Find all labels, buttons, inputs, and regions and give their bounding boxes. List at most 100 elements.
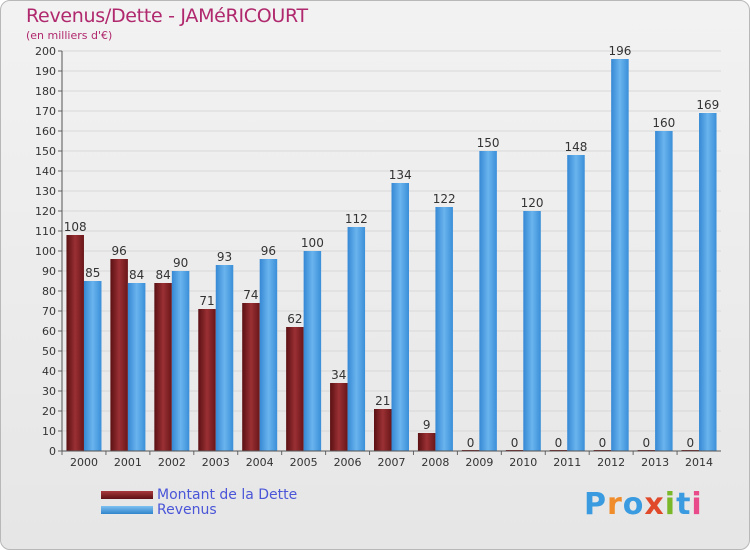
x-tick-label: 2014	[685, 456, 713, 469]
logo-letter: t	[676, 487, 692, 522]
bar-dette	[198, 309, 216, 451]
bar-revenus	[655, 131, 673, 451]
logo-letter: r	[607, 487, 623, 522]
y-tick-label: 190	[35, 65, 56, 78]
data-label-revenus: 134	[389, 168, 412, 182]
bar-revenus	[259, 259, 278, 451]
y-tick-label: 60	[42, 325, 56, 338]
data-label-dette: 0	[467, 436, 475, 450]
y-tick-label: 90	[42, 265, 56, 278]
bar-dette	[374, 409, 392, 451]
y-tick-label: 0	[49, 445, 56, 458]
y-tick-label: 120	[35, 205, 56, 218]
data-label-revenus: 160	[652, 116, 675, 130]
y-tick-label: 10	[42, 425, 56, 438]
y-tick-label: 70	[42, 305, 56, 318]
y-tick-label: 30	[42, 385, 56, 398]
data-label-dette: 0	[686, 436, 694, 450]
bar-revenus	[303, 251, 322, 451]
data-label-revenus: 112	[345, 212, 368, 226]
data-label-revenus: 96	[261, 244, 276, 258]
data-label-dette: 0	[599, 436, 607, 450]
x-tick-label: 2010	[509, 456, 537, 469]
bar-revenus	[523, 211, 541, 451]
bar-revenus	[127, 283, 146, 451]
data-label-dette: 96	[112, 244, 127, 258]
x-tick-label: 2003	[202, 456, 230, 469]
data-label-revenus: 85	[85, 266, 100, 280]
data-label-revenus: 100	[301, 236, 324, 250]
data-label-dette: 62	[287, 312, 302, 326]
data-label-dette: 84	[155, 268, 170, 282]
legend-label-dette: Montant de la Dette	[157, 487, 298, 503]
data-label-revenus: 90	[173, 256, 188, 270]
bar-revenus	[83, 281, 102, 451]
bar-revenus	[567, 155, 585, 451]
data-label-revenus: 120	[521, 196, 544, 210]
chart-title: Revenus/Dette - JAMéRICOURT	[26, 5, 308, 27]
bar-revenus	[479, 151, 497, 451]
data-label-dette: 0	[555, 436, 563, 450]
bar-revenus	[699, 113, 717, 451]
bar-dette	[242, 303, 260, 451]
legend-item-dette: Montant de la Dette	[101, 487, 297, 503]
legend-swatch-revenus	[101, 506, 153, 514]
y-tick-label: 130	[35, 185, 56, 198]
x-tick-label: 2005	[290, 456, 318, 469]
data-label-dette: 21	[375, 394, 390, 408]
x-axis-ticks: 2000 2001 2002 2003 2004 2005 2006 2007 2008 2009…	[61, 451, 713, 469]
y-tick-label: 170	[35, 105, 56, 118]
y-tick-label: 40	[42, 365, 56, 378]
data-label-dette: 0	[643, 436, 651, 450]
bar-dette	[110, 259, 128, 451]
bar-revenus	[171, 271, 190, 451]
x-tick-label: 2009	[465, 456, 493, 469]
y-axis-ticks: 0 10 20 30 40 50 60 70 80 90 100 110 120 130 140 150 160…	[35, 45, 62, 458]
data-label-revenus: 84	[129, 268, 144, 282]
legend-item-revenus: Revenus	[101, 502, 217, 518]
legend-swatch-dette	[101, 491, 153, 499]
y-tick-label: 140	[35, 165, 56, 178]
y-tick-label: 20	[42, 405, 56, 418]
y-tick-label: 50	[42, 345, 56, 358]
data-label-revenus: 150	[477, 136, 500, 150]
data-label-dette: 71	[199, 294, 214, 308]
y-tick-label: 180	[35, 85, 56, 98]
data-label-dette: 108	[64, 220, 87, 234]
x-tick-label: 2007	[378, 456, 406, 469]
y-tick-label: 200	[35, 45, 56, 58]
x-tick-label: 2001	[114, 456, 142, 469]
data-label-dette: 9	[423, 418, 431, 432]
bar-revenus	[611, 59, 629, 451]
data-label-revenus: 196	[608, 44, 631, 58]
bar-dette	[154, 283, 172, 451]
axes	[61, 51, 721, 452]
logo-letter: x	[644, 487, 665, 522]
bar-revenus	[435, 207, 453, 451]
bar-revenus	[391, 183, 409, 451]
y-tick-label: 100	[35, 245, 56, 258]
proxiti-logo: Proxiti	[584, 487, 703, 522]
y-tick-label: 150	[35, 145, 56, 158]
x-tick-label: 2006	[334, 456, 362, 469]
y-tick-label: 110	[35, 225, 56, 238]
data-label-dette: 0	[511, 436, 519, 450]
bar-revenus	[347, 227, 366, 451]
x-tick-label: 2000	[70, 456, 98, 469]
data-label-revenus: 169	[696, 98, 719, 112]
data-label-revenus: 93	[217, 250, 232, 264]
bar-dette	[417, 433, 436, 451]
legend-label-revenus: Revenus	[157, 502, 217, 518]
logo-letter: i	[664, 487, 677, 522]
bar-dette	[66, 235, 84, 451]
chart-subtitle: (en milliers d'€)	[26, 29, 113, 42]
x-tick-label: 2008	[421, 456, 449, 469]
y-tick-label: 80	[42, 285, 56, 298]
bars	[66, 59, 717, 451]
y-tick-label: 160	[35, 125, 56, 138]
data-label-revenus: 148	[565, 140, 588, 154]
x-tick-label: 2011	[553, 456, 581, 469]
